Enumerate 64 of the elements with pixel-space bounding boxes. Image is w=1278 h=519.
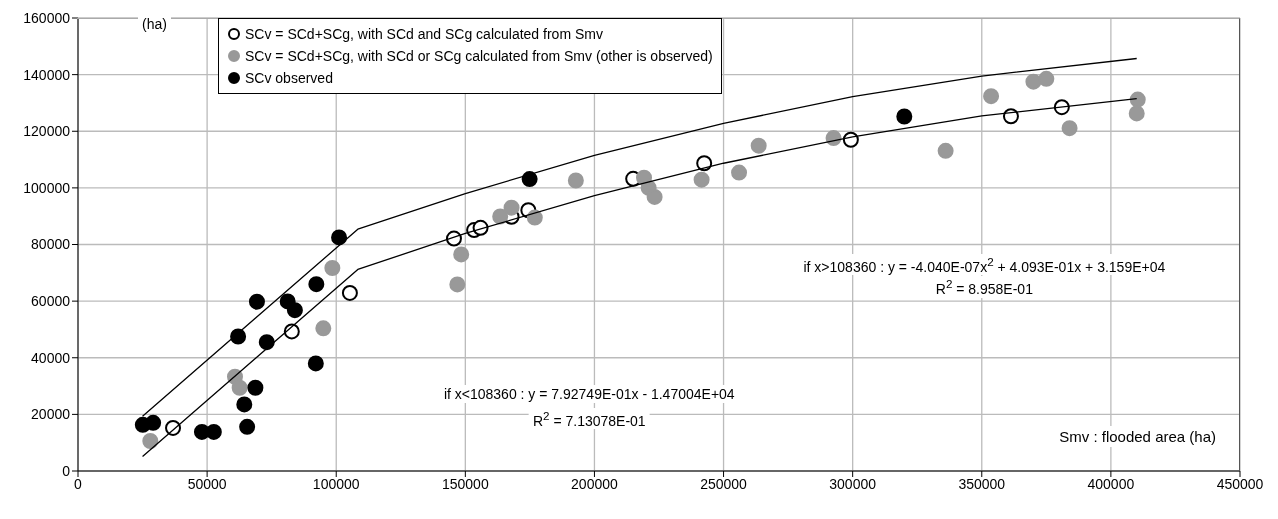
point (231, 379, 248, 396)
point (750, 137, 767, 154)
point (449, 276, 466, 293)
annotation: if x>108360 : y = -4.040E-07x$^{2}$ + 4.093E-01x + 3.159E+04 (799, 253, 1170, 276)
point (983, 88, 1000, 105)
point (1128, 105, 1145, 122)
y-tick-label: 100000 (23, 179, 71, 196)
y-axis-title: (ha) (138, 16, 171, 32)
point (521, 171, 538, 188)
point (646, 188, 663, 205)
y-tick-label: 0 (62, 462, 71, 479)
point (308, 276, 325, 293)
y-tick-label: 120000 (23, 123, 71, 140)
point (1038, 70, 1055, 87)
point (1129, 91, 1146, 108)
point (145, 414, 162, 431)
annotation: if x<108360 : y = 7.92749E-01x - 1.47004E+04 (439, 384, 739, 403)
point (341, 284, 358, 301)
x-tick-label: 0 (74, 475, 83, 492)
point (1061, 120, 1078, 137)
legend-label: SCv = SCd+SCg, with SCd and SCg calculated from Smv (245, 25, 603, 44)
y-tick-label: 160000 (23, 9, 71, 26)
annotation: R$^{2}$ = 8.958E-01 (931, 276, 1037, 298)
annotation: R$^{2}$ = 7.13078E-01 (528, 407, 650, 430)
point (324, 260, 341, 276)
point (307, 355, 324, 372)
x-tick-label: 350000 (958, 475, 1006, 492)
point (315, 320, 332, 337)
point (696, 155, 713, 172)
point (286, 302, 303, 319)
legend-label: SCv observed (245, 69, 333, 88)
point (453, 246, 470, 263)
point (236, 396, 253, 413)
point (230, 328, 247, 345)
point (492, 208, 509, 225)
legend-label: SCv = SCd+SCg, with SCd or SCg calculated from Smv (other is observed) (245, 47, 713, 66)
point (331, 229, 348, 246)
x-tick-label: 200000 (571, 475, 619, 492)
point (896, 108, 913, 125)
x-tick-label: 100000 (312, 475, 360, 492)
point (693, 171, 710, 188)
y-tick-label: 40000 (31, 349, 71, 366)
point (503, 199, 520, 216)
x-tick-label: 300000 (829, 475, 877, 492)
point (1025, 73, 1042, 90)
y-tick-label: 60000 (31, 293, 71, 310)
point (142, 432, 159, 449)
x-axis-title: Smv : flooded area (ha) (1055, 426, 1220, 447)
point (731, 164, 748, 181)
y-tick-label: 80000 (31, 236, 71, 253)
x-tick-label: 450000 (1216, 475, 1264, 492)
point (239, 418, 256, 435)
y-tick-label: 140000 (23, 66, 71, 83)
point (247, 379, 264, 396)
x-tick-label: 50000 (187, 475, 227, 492)
point (567, 172, 584, 189)
x-tick-label: 250000 (700, 475, 748, 492)
x-tick-label: 400000 (1087, 475, 1135, 492)
point (248, 293, 265, 310)
point (937, 142, 954, 159)
point (526, 209, 543, 226)
y-tick-label: 20000 (31, 406, 71, 423)
x-tick-label: 150000 (441, 475, 489, 492)
point (258, 334, 275, 351)
